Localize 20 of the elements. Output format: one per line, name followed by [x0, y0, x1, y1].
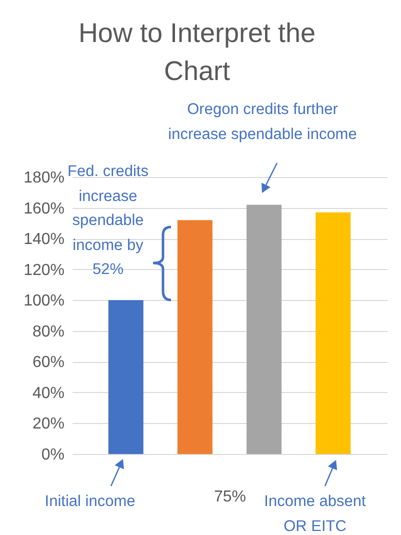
y-tick-label: 0% — [41, 446, 64, 464]
y-tick-label: 100% — [24, 292, 64, 310]
y-tick-label: 180% — [24, 170, 64, 186]
text: Income absent OR EITC — [263, 492, 367, 535]
y-tick-label: 60% — [32, 354, 64, 372]
text: Oregon credits further increase spendable income — [167, 100, 358, 144]
bar — [177, 220, 212, 454]
bar — [108, 300, 144, 454]
chart-title: How to Interpret the Chart — [77, 17, 317, 88]
y-tick-label: 80% — [32, 323, 64, 340]
text: Initial income — [44, 492, 136, 512]
annotation: Fed. credits increase spendable income by 52% — [68, 163, 148, 278]
x-axis-title: 75% — [214, 488, 246, 506]
y-tick-label: 20% — [32, 416, 64, 433]
bar — [316, 212, 351, 454]
y-tick-label: 160% — [24, 200, 64, 218]
y-tick-label: 40% — [32, 384, 64, 402]
bar — [246, 204, 282, 454]
y-tick-label: 120% — [24, 262, 64, 279]
y-tick-label: 140% — [24, 231, 64, 248]
